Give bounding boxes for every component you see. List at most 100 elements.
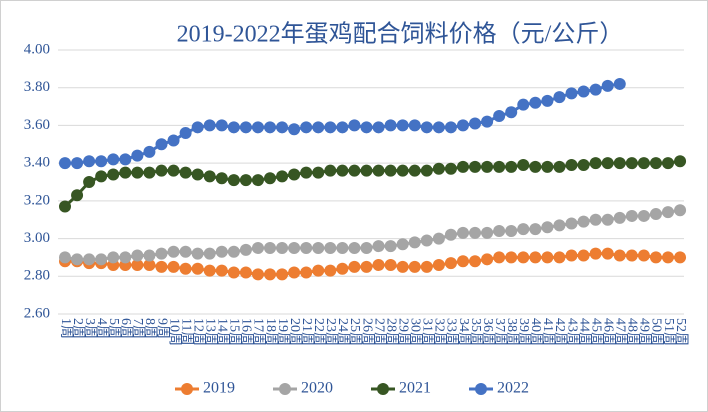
point [625, 209, 638, 222]
x-tick-label: 48周 [625, 318, 640, 346]
point [517, 251, 530, 264]
point [432, 162, 445, 175]
point [83, 176, 96, 188]
legend-marker [475, 383, 487, 395]
point [481, 160, 494, 173]
point [541, 160, 554, 173]
x-tick-label: 8周 [142, 318, 157, 339]
point [456, 255, 469, 268]
point [288, 266, 301, 279]
point [239, 121, 252, 134]
point [613, 157, 626, 170]
point [565, 87, 578, 100]
x-tick-label: 3周 [82, 318, 97, 339]
point [143, 166, 156, 179]
point [360, 164, 373, 177]
x-tick-label: 20周 [287, 318, 302, 346]
point [251, 174, 264, 187]
point [577, 159, 590, 172]
point [432, 121, 445, 134]
point [529, 96, 542, 109]
x-tick-label: 13周 [203, 318, 218, 346]
point [649, 208, 662, 221]
point [191, 262, 204, 275]
point [601, 79, 614, 92]
y-tick-label: 2.80 [24, 268, 50, 284]
point [432, 258, 445, 271]
y-tick-label: 3.80 [24, 79, 50, 95]
point [613, 249, 626, 262]
point [384, 119, 397, 132]
point [143, 145, 156, 158]
x-tick-label: 4周 [94, 318, 109, 339]
point [312, 166, 325, 179]
x-tick-label: 2周 [70, 318, 85, 339]
point [444, 121, 457, 134]
point [336, 242, 349, 254]
point [553, 91, 566, 104]
point [541, 94, 554, 107]
point [469, 255, 482, 268]
x-tick-label: 49周 [637, 318, 652, 346]
point [625, 249, 638, 262]
point [529, 160, 542, 173]
point [276, 121, 289, 134]
point [456, 226, 469, 239]
point [420, 234, 433, 247]
point [264, 242, 277, 254]
point [203, 264, 216, 277]
x-tick-label: 17周 [251, 318, 266, 346]
point [469, 117, 482, 130]
point [155, 247, 168, 260]
x-tick-label: 44周 [576, 318, 591, 346]
point [601, 247, 614, 260]
x-tick-label: 27周 [371, 318, 386, 346]
point [119, 251, 132, 264]
point [577, 215, 590, 228]
point [203, 247, 216, 260]
point [179, 245, 192, 258]
point [251, 242, 264, 254]
point [276, 242, 289, 254]
point [143, 258, 156, 271]
point [493, 225, 506, 238]
point [95, 253, 108, 266]
x-tick-label: 6周 [118, 318, 133, 339]
point [372, 258, 385, 271]
point [215, 245, 228, 258]
point [131, 166, 144, 179]
x-tick-label: 41周 [540, 318, 555, 346]
point [191, 121, 204, 134]
point [372, 240, 385, 253]
point [408, 260, 421, 273]
point [300, 266, 313, 279]
x-tick-label: 10周 [166, 318, 181, 346]
point [481, 226, 494, 239]
point [372, 164, 385, 177]
point [191, 247, 204, 260]
point [288, 242, 301, 254]
point [215, 264, 228, 277]
point [577, 85, 590, 98]
x-tick-label: 38周 [504, 318, 519, 346]
x-tick-label: 50周 [649, 318, 664, 346]
y-tick-label: 4.00 [24, 41, 50, 57]
point [662, 206, 674, 219]
x-tick-label: 22周 [311, 318, 326, 346]
x-tick-label: 39周 [516, 318, 531, 346]
x-tick-label: 30周 [408, 318, 423, 346]
x-tick-label: 21周 [299, 318, 314, 346]
point [83, 155, 96, 168]
point [674, 155, 687, 168]
point [396, 164, 409, 177]
point [384, 164, 397, 177]
point [167, 260, 180, 273]
point [288, 168, 301, 181]
point [131, 249, 144, 262]
point [312, 121, 325, 134]
point [565, 217, 578, 230]
point [517, 159, 530, 172]
point [662, 251, 674, 264]
point [553, 219, 566, 232]
x-tick-label: 24周 [335, 318, 350, 346]
